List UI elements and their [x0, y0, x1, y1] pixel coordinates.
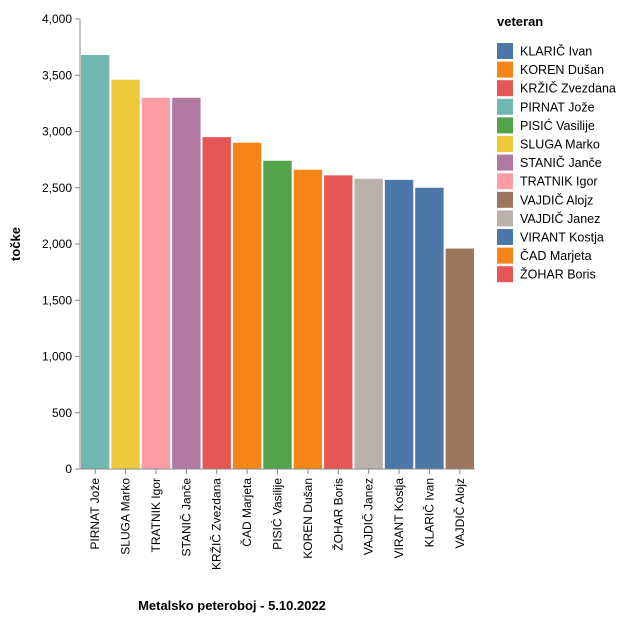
x-axis-title: Metalsko peteroboj - 5.10.2022: [138, 598, 326, 613]
legend-label: VIRANT Kostja: [520, 231, 604, 245]
x-tick-label: VAJDIČ Alojz: [452, 478, 467, 548]
x-tick-label: ŽOHAR Boris: [330, 478, 345, 551]
x-tick-label: KLARIČ Ivan: [421, 478, 436, 547]
bar: [232, 142, 262, 469]
legend-label: ČAD Marjeta: [520, 248, 592, 263]
x-tick-label: TRATNIK Igor: [149, 478, 163, 552]
x-tick-label: PIRNAT Jože: [88, 478, 102, 550]
legend-swatch: [497, 210, 513, 227]
legend-label: KLARIČ Ivan: [520, 44, 592, 59]
legend-swatch: [497, 80, 513, 97]
legend-swatch: [497, 98, 513, 115]
legend-label: ŽOHAR Boris: [520, 267, 596, 282]
y-tick-label: 4,000: [42, 12, 72, 26]
bar: [415, 187, 444, 469]
bar: [384, 179, 414, 469]
bar: [172, 97, 201, 469]
y-tick-label: 1,000: [42, 350, 72, 364]
legend-label: STANIČ Janče: [520, 155, 602, 170]
legend: veteran KLARIČ Ivan KOREN Dušan KRŽIČ Zvez…: [497, 14, 616, 283]
y-tick-label: 2,500: [42, 181, 72, 195]
legend-label: VAJDIČ Janez: [520, 211, 600, 226]
bar: [263, 160, 292, 469]
x-tick-label: VAJDIČ Janez: [361, 478, 376, 555]
y-axis: 0 500 1,000 1,500 2,000 2,500 3,000 3,500 4,000: [42, 12, 81, 476]
legend-label: KOREN Dušan: [520, 63, 604, 77]
legend-swatch: [497, 173, 513, 190]
legend-swatch: [497, 266, 513, 283]
y-tick-label: 1,500: [42, 293, 72, 307]
y-tick-label: 2,000: [42, 237, 72, 251]
x-tick-label: SLUGA Marko: [119, 478, 133, 555]
legend-swatch: [497, 61, 513, 78]
legend-items: KLARIČ Ivan KOREN Dušan KRŽIČ Zvezdana PIRN…: [497, 43, 616, 283]
bar: [324, 175, 353, 469]
bar: [354, 178, 383, 469]
x-tick-label: KOREN Dušan: [301, 478, 315, 559]
x-tick-label: ČAD Marjeta: [239, 478, 254, 547]
y-axis-title: točke: [8, 227, 23, 261]
legend-swatch: [497, 43, 513, 59]
legend-label: VAJDIČ Alojz: [520, 192, 593, 207]
x-tick-label: VIRANT Kostja: [392, 478, 406, 559]
bar: [445, 248, 474, 469]
y-tick-label: 3,000: [42, 125, 72, 139]
bars: [81, 55, 474, 469]
legend-swatch: [497, 136, 513, 152]
legend-label: SLUGA Marko: [520, 138, 600, 152]
legend-swatch: [497, 247, 513, 264]
x-tick-label: KRŽIČ Zvezdana: [209, 478, 224, 570]
x-tick-label: STANIČ Janče: [178, 478, 193, 557]
legend-swatch: [497, 154, 513, 171]
bar: [81, 55, 110, 469]
x-axis: PIRNAT Jože SLUGA Marko TRATNIK Igor STANIČ…: [80, 468, 475, 570]
bar: [141, 97, 171, 469]
x-tick-label: PISIĆ Vasilije: [270, 478, 285, 550]
bar: [111, 79, 140, 469]
legend-swatch: [497, 191, 513, 208]
legend-label: PISIĆ Vasilije: [520, 118, 595, 133]
bar: [293, 169, 323, 469]
legend-label: TRATNIK Igor: [520, 175, 598, 189]
legend-title: veteran: [497, 14, 543, 29]
legend-swatch: [497, 229, 513, 245]
legend-label: KRŽIČ Zvezdana: [520, 81, 616, 96]
y-tick-label: 3,500: [42, 68, 72, 82]
y-tick-label: 0: [65, 462, 72, 476]
bar: [202, 137, 231, 469]
legend-label: PIRNAT Jože: [520, 100, 595, 114]
y-tick-label: 500: [52, 406, 72, 420]
legend-swatch: [497, 117, 513, 134]
